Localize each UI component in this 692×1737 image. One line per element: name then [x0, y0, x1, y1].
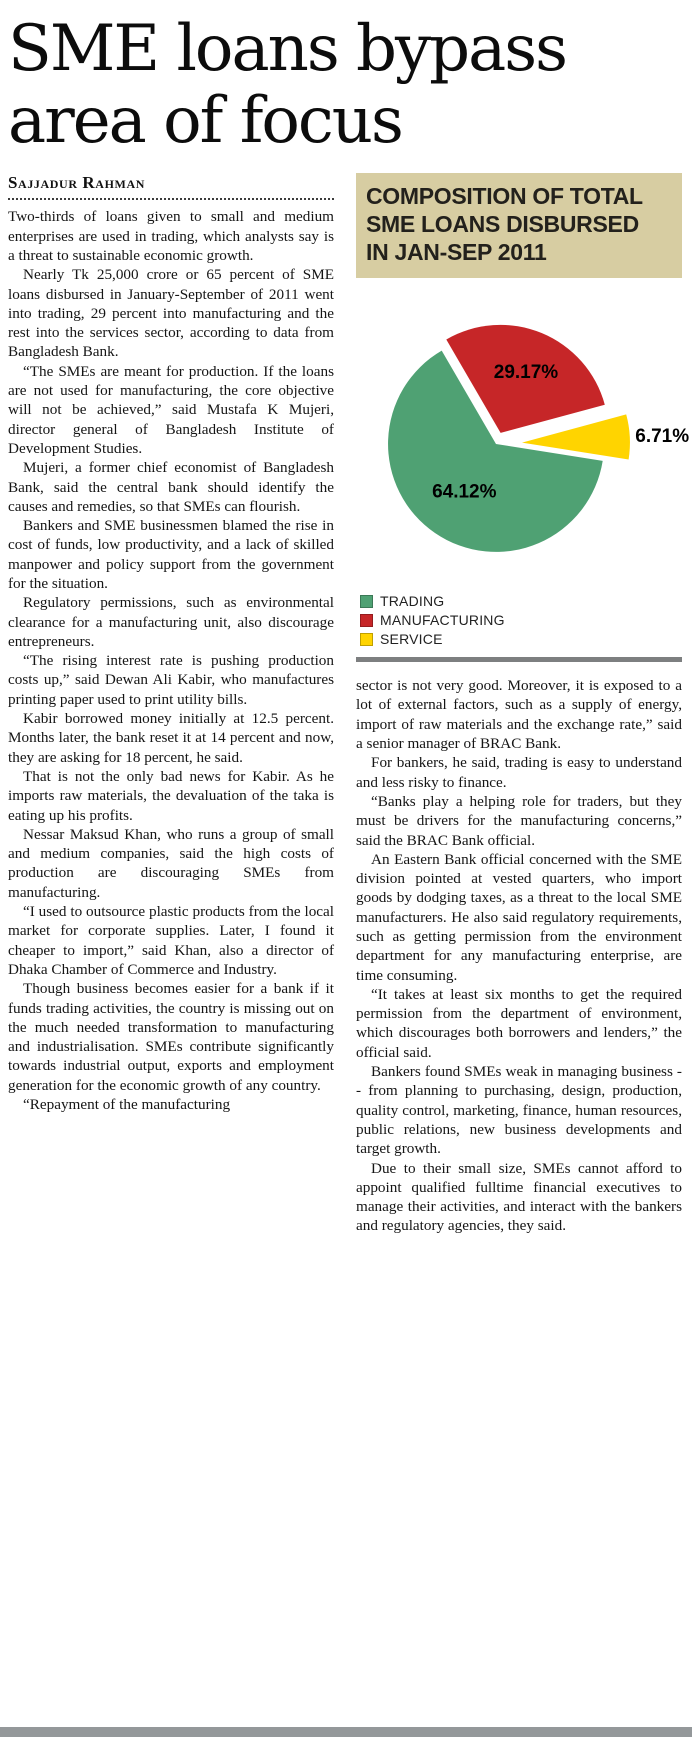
article-headline: SME loans bypass area of focus [8, 12, 682, 158]
article-paragraph: Though business becomes easier for a ban… [8, 980, 334, 1094]
pie-chart-area: 64.12% 29.17% 6.71% [356, 286, 689, 591]
sme-loans-chart: COMPOSITION OF TOTAL SME LOANS DISBURSED… [356, 173, 689, 663]
article-paragraph: Nearly Tk 25,000 crore or 65 percent of … [8, 266, 334, 361]
chart-title: COMPOSITION OF TOTAL SME LOANS DISBURSED… [356, 173, 682, 279]
article-paragraph: “The rising interest rate is pushing pro… [8, 652, 334, 708]
chart-title-line-2: SME LOANS DISBURSED [366, 210, 639, 237]
article-paragraph: “The SMEs are meant for production. If t… [8, 362, 334, 457]
chart-legend: TRADING MANUFACTURING SERVICE [360, 593, 682, 647]
headline-line-1: SME loans bypass [8, 12, 568, 86]
article-paragraph: sector is not very good. Moreover, it is… [356, 677, 682, 753]
pie-slice-trading [388, 350, 603, 553]
trading-color-swatch [360, 594, 373, 608]
right-column: COMPOSITION OF TOTAL SME LOANS DISBURSED… [356, 173, 689, 1236]
chart-bottom-divider [356, 657, 682, 663]
left-column: Sajjadur Rahman Two-thirds of loans give… [8, 173, 334, 1235]
chart-title-line-3: IN JAN-SEP 2011 [366, 238, 547, 265]
byline: Sajjadur Rahman [8, 173, 145, 193]
pie-value-label-service: 6.71% [635, 426, 689, 447]
legend-label-service: SERVICE [380, 631, 443, 648]
pie-slice-service [522, 414, 630, 460]
pie-value-label-manufacturing: 29.17% [494, 362, 559, 383]
article-paragraph: “It takes at least six months to get the… [356, 985, 682, 1061]
manufacturing-color-swatch [360, 613, 373, 627]
article-paragraph: “I used to outsource plastic products fr… [8, 903, 334, 978]
legend-row-service: SERVICE [360, 631, 682, 647]
article-paragraph: Mujeri, a former chief economist of Bang… [8, 459, 334, 515]
article-paragraph: “Repayment of the manufacturing [23, 1096, 231, 1113]
pie-slice-manufacturing [446, 325, 605, 434]
legend-row-manufacturing: MANUFACTURING [360, 612, 682, 628]
right-column-text: sector is not very good. Moreover, it is… [356, 676, 682, 1236]
chart-title-line-1: COMPOSITION OF TOTAL [366, 183, 643, 210]
service-color-swatch [360, 632, 373, 646]
article-paragraph: Two-thirds of loans given to small and m… [8, 208, 334, 264]
article-paragraph: Nessar Maksud Khan, who runs a group of … [8, 825, 334, 901]
article-paragraph: Kabir borrowed money initially at 12.5 p… [8, 710, 334, 766]
page-bottom-rule [0, 1727, 692, 1737]
pie-value-label-trading: 64.12% [432, 481, 497, 502]
article-paragraph: Regulatory permissions, such as environm… [8, 594, 334, 650]
pie-chart: 64.12% 29.17% 6.71% [388, 325, 689, 553]
article-paragraph: “Banks play a helping role for traders, … [356, 792, 682, 849]
legend-label-manufacturing: MANUFACTURING [380, 612, 505, 629]
left-column-text: Two-thirds of loans given to small and m… [8, 207, 334, 1114]
article-paragraph: Bankers found SMEs weak in managing busi… [356, 1063, 682, 1158]
article-paragraph: An Eastern Bank official concerned with … [356, 850, 682, 984]
article-columns: Sajjadur Rahman Two-thirds of loans give… [8, 173, 689, 1236]
article-paragraph: Due to their small size, SMEs cannot aff… [356, 1159, 682, 1235]
legend-label-trading: TRADING [380, 593, 445, 610]
article-paragraph: That is not the only bad news for Kabir.… [8, 767, 334, 824]
article-paragraph: Bankers and SME businessmen blamed the r… [8, 517, 334, 592]
headline-line-2: area of focus [8, 83, 404, 158]
article-paragraph: For bankers, he said, trading is easy to… [356, 754, 682, 791]
legend-row-trading: TRADING [360, 593, 682, 609]
byline-dotted-rule [8, 198, 334, 201]
